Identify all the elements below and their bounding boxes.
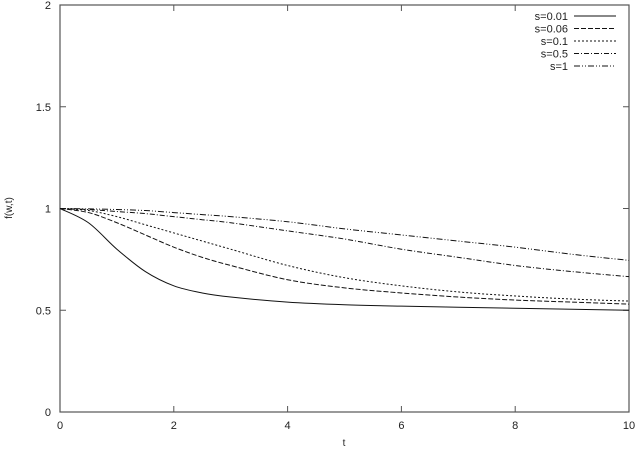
series-line	[59, 208, 630, 305]
x-axis: 0 2 4 6 8 10	[57, 5, 635, 432]
legend-label: s=1	[550, 61, 568, 73]
series-line	[59, 208, 630, 278]
y-tick-label: 1.5	[36, 102, 51, 114]
y-tick-label: 0	[45, 407, 51, 419]
series-line	[59, 208, 630, 261]
y-tick-label: 1	[45, 204, 51, 216]
x-tick-label: 10	[623, 420, 635, 432]
x-tick-label: 8	[512, 420, 518, 432]
x-tick-label: 6	[398, 420, 404, 432]
legend-label: s=0.1	[541, 36, 568, 48]
legend-label: s=0.5	[541, 49, 568, 61]
legend-label: s=0.01	[535, 11, 568, 23]
series-line	[59, 208, 630, 302]
legend-label: s=0.06	[535, 24, 568, 36]
y-tick-label: 2	[45, 0, 51, 12]
data-series	[59, 208, 630, 311]
y-axis-label: f(w,t)	[4, 197, 15, 219]
y-tick-label: 0.5	[36, 305, 51, 317]
series-line	[59, 208, 630, 311]
x-tick-label: 4	[285, 420, 291, 432]
x-tick-label: 0	[57, 420, 63, 432]
plot-frame	[59, 4, 630, 413]
legend: s=0.01s=0.06s=0.1s=0.5s=1	[535, 11, 616, 73]
y-axis: 0 0.5 1 1.5 2	[36, 0, 629, 419]
x-axis-label: t	[343, 438, 346, 449]
x-tick-label: 2	[171, 420, 177, 432]
